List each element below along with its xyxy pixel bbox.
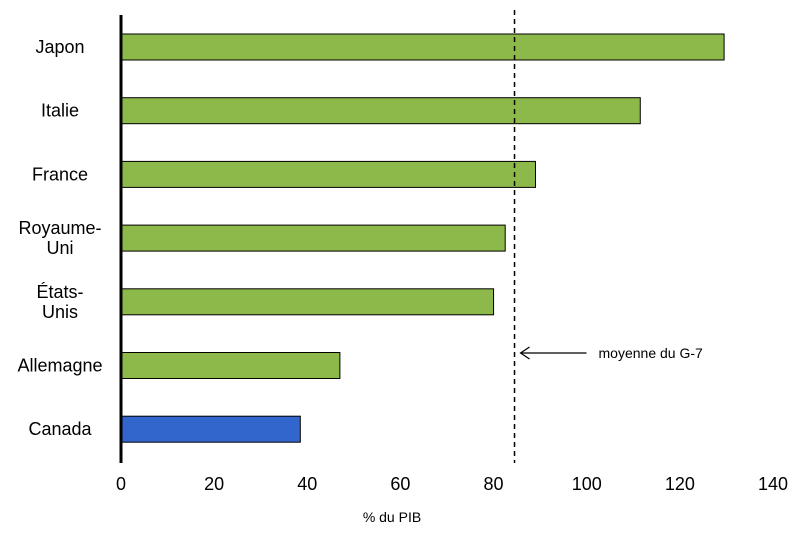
g7-average-label: moyenne du G-7 bbox=[599, 345, 703, 361]
category-label-line: Allemagne bbox=[17, 356, 102, 376]
arrowhead-icon bbox=[519, 346, 530, 360]
x-tick-label-5: 100 bbox=[572, 474, 602, 494]
category-label-line: Uni bbox=[46, 238, 73, 258]
category-label-4: États-Unis bbox=[36, 282, 83, 322]
x-tick-label-0: 0 bbox=[116, 474, 126, 494]
category-label-line: Italie bbox=[41, 101, 79, 121]
x-tick-label-1: 20 bbox=[204, 474, 224, 494]
category-label-line: Royaume- bbox=[18, 218, 101, 238]
x-tick-label-6: 120 bbox=[665, 474, 695, 494]
category-label-line: France bbox=[32, 164, 88, 184]
bar-4 bbox=[120, 288, 495, 316]
x-tick-label-4: 80 bbox=[484, 474, 504, 494]
category-label-5: Allemagne bbox=[17, 356, 102, 376]
bar-6 bbox=[120, 415, 301, 443]
x-tick-label-2: 40 bbox=[297, 474, 317, 494]
category-label-6: Canada bbox=[28, 419, 92, 439]
x-axis-ticks: 0 20 40 60 80 100 120 140 bbox=[116, 474, 788, 494]
bar-2 bbox=[120, 160, 536, 188]
bar-3 bbox=[120, 224, 506, 252]
category-label-1: Italie bbox=[41, 101, 79, 121]
category-label-2: France bbox=[32, 164, 88, 184]
bar-0 bbox=[120, 33, 725, 61]
category-label-3: Royaume-Uni bbox=[18, 218, 101, 258]
category-label-0: Japon bbox=[35, 37, 84, 57]
category-label-line: États- bbox=[36, 282, 83, 302]
bars bbox=[120, 33, 725, 443]
category-label-line: Japon bbox=[35, 37, 84, 57]
category-labels: Japon Italie France Royaume-Uni États-Unis Al… bbox=[17, 37, 102, 439]
category-label-line: Unis bbox=[42, 302, 78, 322]
x-tick-label-7: 140 bbox=[758, 474, 788, 494]
x-axis-title: % du PIB bbox=[363, 509, 421, 525]
bar-1 bbox=[120, 97, 641, 125]
category-label-line: Canada bbox=[28, 419, 92, 439]
bar-5 bbox=[120, 352, 341, 379]
x-tick-label-3: 60 bbox=[390, 474, 410, 494]
